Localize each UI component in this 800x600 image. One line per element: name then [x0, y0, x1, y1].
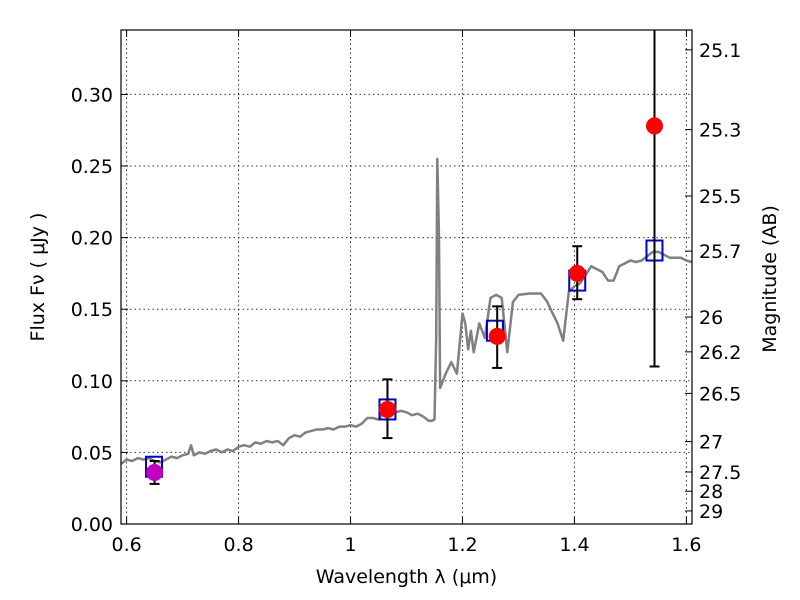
plot-layer — [121, 30, 692, 485]
mag-tick-label: 28 — [699, 481, 723, 503]
observed-flux-point — [568, 264, 586, 282]
y-tick-label: 0.15 — [71, 299, 113, 321]
x-tick-label: 1.2 — [447, 534, 477, 556]
mag-tick-label: 26.2 — [699, 342, 741, 364]
y-tick-label: 0.05 — [71, 442, 113, 464]
observed-flux-point — [488, 327, 506, 345]
observed-flux-point — [146, 463, 164, 481]
x-axis-title: Wavelength λ (μm) — [316, 566, 497, 588]
model-spectrum-line — [121, 157, 692, 465]
mag-tick-label: 27.5 — [699, 462, 741, 484]
x-tick-label: 1.4 — [559, 534, 589, 556]
mag-tick-label: 29 — [699, 501, 723, 523]
y2-axis-title: Magnitude (AB) — [759, 205, 781, 353]
y-tick-label: 0.20 — [71, 228, 113, 250]
mag-tick-label: 25.7 — [699, 241, 741, 263]
mag-tick-label: 27 — [699, 432, 723, 454]
y-tick-label: 0.25 — [71, 156, 113, 178]
tick-layer: 0.6 0.8 1 1.2 1.4 1.6 0.00 0.05 0.10 0.15 0.20 0.25… — [71, 30, 741, 556]
mag-tick-label: 26.5 — [699, 383, 741, 405]
y-tick-label: 0.30 — [71, 84, 113, 106]
observed-flux-point — [378, 400, 396, 418]
mag-tick-label: 25.5 — [699, 186, 741, 208]
mag-tick-label: 26 — [699, 307, 723, 329]
observed-flux-point — [645, 117, 663, 135]
y-axis-title: Flux Fν ( μJy ) — [27, 213, 49, 342]
y-tick-label: 0.10 — [71, 371, 113, 393]
x-tick-label: 0.6 — [111, 534, 141, 556]
plot-frame — [120, 29, 693, 525]
mag-tick-label: 25.1 — [699, 40, 741, 62]
x-tick-label: 0.8 — [223, 534, 253, 556]
x-tick-label: 1.6 — [671, 534, 701, 556]
y-tick-label: 0.00 — [71, 514, 113, 536]
x-tick-label: 1 — [344, 534, 356, 556]
mag-tick-label: 25.3 — [699, 120, 741, 142]
